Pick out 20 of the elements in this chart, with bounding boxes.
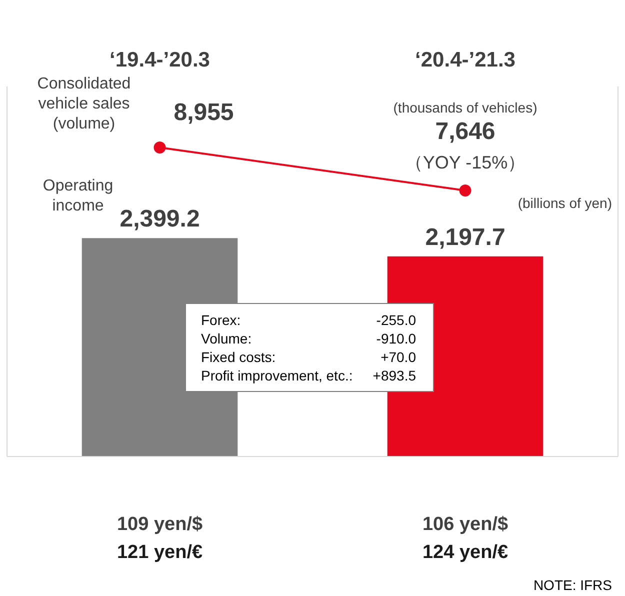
text: 106 yen/$: [422, 514, 508, 536]
text: 109 yen/$: [116, 514, 203, 536]
text: Volume: -910.0: [201, 330, 416, 346]
text: NOTE: IFRS: [533, 576, 612, 593]
data-label: 8,955: [174, 99, 234, 126]
text: Profit improvement, etc.: +893.5: [201, 367, 416, 384]
annotation: （YOY -15%）: [404, 152, 526, 172]
text: Forex: -255.0: [201, 312, 416, 328]
series-label: Operating income: [42, 177, 114, 214]
text: Fixed costs: +70.0: [201, 348, 416, 365]
x-tick-label: ‘20.4-’21.3: [415, 48, 516, 72]
x-tick-label: ‘19.4-’20.3: [110, 48, 210, 72]
data-label: 7,646: [435, 118, 496, 146]
annotation: (thousands of vehicles): [393, 99, 538, 116]
series-label: Consolidated vehicle sales (volume): [37, 75, 131, 132]
data-label: 2,399.2: [120, 206, 200, 233]
text: 124 yen/€: [422, 542, 508, 564]
text: 121 yen/€: [116, 542, 203, 564]
data-label: 2,197.7: [425, 224, 506, 251]
annotation: (billions of yen): [518, 194, 612, 211]
